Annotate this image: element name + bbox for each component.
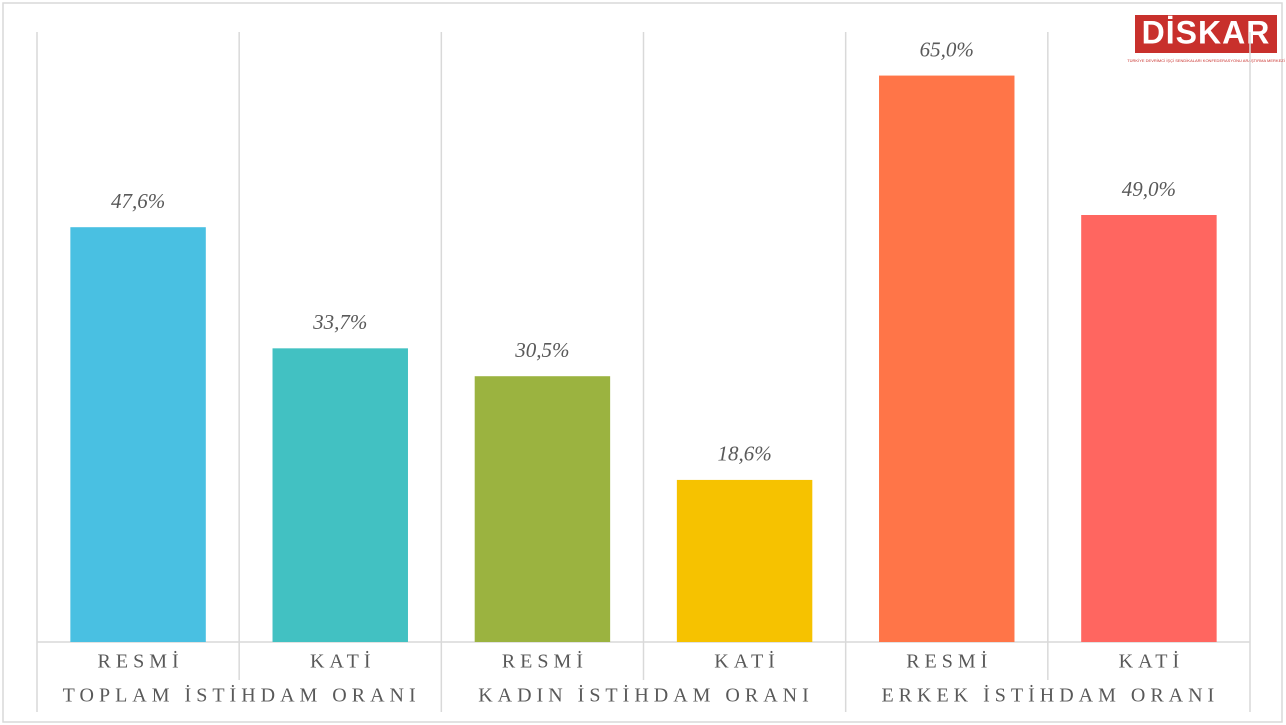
bar: [676, 479, 813, 642]
logo: DİSKAR: [1142, 14, 1271, 50]
x-tick-label: KATİ: [714, 650, 780, 673]
x-tick-label: RESMİ: [502, 650, 588, 673]
logo-box: [1135, 15, 1277, 53]
x-tick-label: KATİ: [1119, 650, 1185, 673]
x-tick-label: RESMİ: [906, 650, 992, 673]
value-label: 18,6%: [717, 442, 771, 466]
value-label: 49,0%: [1122, 177, 1176, 201]
logo-subtitle: TÜRKİYE DEVRİMCİ İŞÇİ SENDİKALARI KONFED…: [1127, 58, 1285, 63]
value-label: 33,7%: [312, 310, 367, 334]
bar: [879, 75, 1015, 643]
x-tick-label: KATİ: [310, 650, 376, 673]
group-label: KADIN İSTİHDAM ORANI: [478, 684, 814, 707]
value-label: 47,6%: [111, 189, 165, 213]
bar: [474, 376, 611, 642]
bar: [1081, 215, 1217, 642]
bar: [272, 348, 408, 642]
value-label: 65,0%: [920, 37, 974, 61]
group-label: ERKEK İSTİHDAM ORANI: [881, 684, 1219, 707]
x-tick-label: RESMİ: [98, 650, 184, 673]
bar: [70, 227, 206, 642]
group-label: TOPLAM İSTİHDAM ORANI: [63, 684, 421, 707]
value-label: 30,5%: [514, 338, 569, 362]
